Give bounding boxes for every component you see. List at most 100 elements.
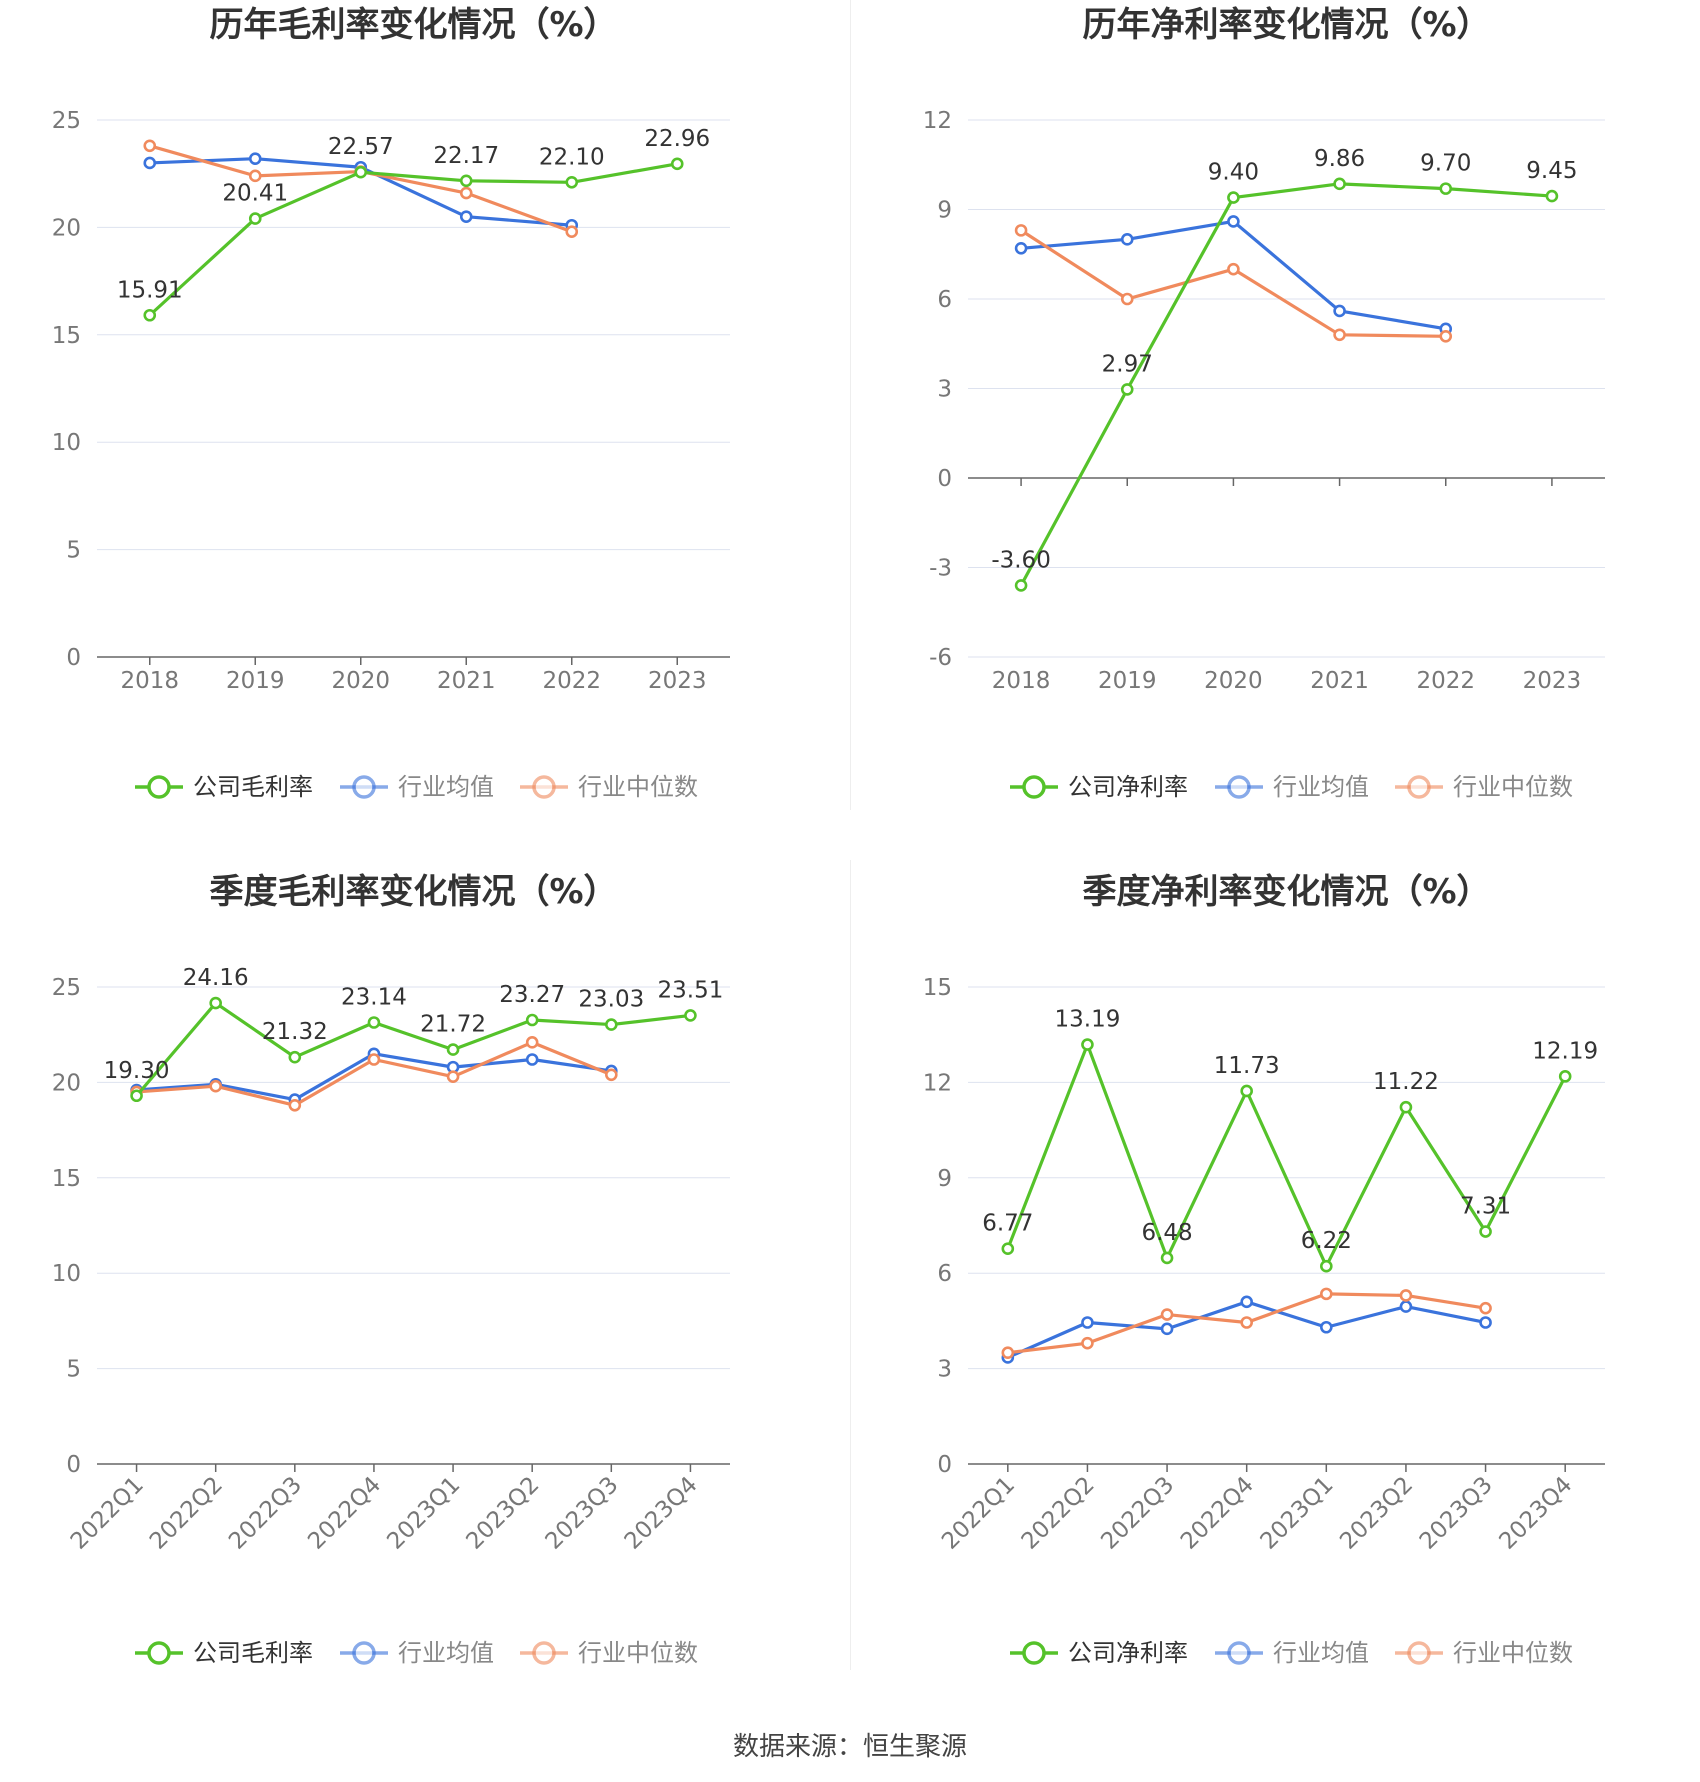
data-label: -3.60 (991, 547, 1051, 573)
legend-label-company: 公司净利率 (1068, 773, 1188, 801)
legend-marker-company (1022, 1641, 1046, 1665)
chart-panel-3: 季度毛利率变化情况（%） 0 5 10 15 20 25 2022Q12022Q22022Q3… (52, 872, 730, 1667)
x-tick-label: 2022 (1416, 668, 1475, 694)
x-tick-label: 2018 (120, 668, 179, 694)
data-label: 22.17 (433, 143, 499, 169)
data-label: 19.30 (104, 1058, 170, 1084)
data-label: 23.03 (578, 987, 644, 1013)
y-tick-label: 0 (66, 645, 81, 671)
data-point-industry_median (248, 169, 262, 183)
legend-marker-industry_median (1407, 1641, 1431, 1665)
x-tick-label: 2022Q3 (224, 1472, 307, 1555)
y-tick-label: 12 (923, 1070, 952, 1096)
data-point-industry_median (1081, 1336, 1094, 1350)
legend-label-company: 公司毛利率 (193, 773, 313, 801)
data-point-industry_avg (525, 1053, 539, 1066)
data-point-company (684, 1009, 697, 1022)
data-point-industry_avg (1479, 1316, 1492, 1329)
data-point-industry_avg (143, 156, 157, 170)
data-point-industry_median (446, 1070, 460, 1083)
data-point-industry_median (1160, 1308, 1174, 1321)
x-tick-label: 2023Q2 (1335, 1472, 1418, 1555)
data-point-industry_avg (248, 152, 262, 165)
data-point-company (1545, 189, 1559, 203)
y-tick-label: 15 (52, 323, 81, 349)
data-point-industry_avg (1320, 1320, 1333, 1334)
legend-label-industry_median: 行业中位数 (1453, 1639, 1573, 1667)
data-point-industry_avg (1120, 233, 1134, 246)
data-point-company (670, 157, 684, 171)
data-point-company (1001, 1242, 1015, 1256)
y-tick-label: 3 (937, 377, 952, 403)
legend-label-industry_median: 行业中位数 (578, 773, 698, 801)
data-point-company (209, 996, 222, 1010)
data-point-industry_avg (1227, 215, 1240, 228)
legend-marker-industry_avg (1227, 1641, 1251, 1665)
data-point-industry_avg (1014, 241, 1028, 255)
legend-label-industry_median: 行业中位数 (578, 1639, 698, 1667)
legend-marker-industry_avg (352, 1641, 376, 1665)
x-tick-label: 2023Q1 (1256, 1472, 1339, 1555)
x-tick-label: 2023Q2 (461, 1472, 544, 1555)
x-tick-label: 2021 (437, 668, 496, 694)
data-point-industry_avg (1081, 1316, 1094, 1329)
x-tick-label: 2022Q1 (66, 1472, 149, 1555)
series-line-company (1006, 1042, 1567, 1268)
data-point-company (1227, 191, 1240, 204)
x-tick-label: 2023 (648, 668, 707, 694)
y-tick-label: 25 (52, 975, 81, 1001)
data-point-company (1081, 1038, 1094, 1051)
chart-title: 季度净利率变化情况（%） (1082, 872, 1490, 912)
x-tick-label: 2023Q3 (1415, 1472, 1498, 1555)
y-tick-label: -6 (929, 645, 952, 671)
series-line-company (148, 162, 678, 317)
legend-label-industry_avg: 行业均值 (1273, 773, 1369, 801)
y-tick-label: 25 (52, 108, 81, 134)
data-point-industry_avg (459, 210, 473, 223)
panel-divider-bottom (850, 860, 851, 1670)
data-label: 9.70 (1420, 151, 1471, 177)
data-label: 22.57 (328, 134, 394, 160)
chart-title: 历年净利率变化情况（%） (1082, 5, 1490, 45)
chart-title: 历年毛利率变化情况（%） (209, 5, 617, 45)
data-label: 22.96 (644, 126, 710, 152)
data-label: 6.22 (1301, 1228, 1352, 1254)
data-label: 21.32 (262, 1019, 328, 1045)
x-tick-label: 2022Q1 (937, 1472, 1020, 1555)
data-point-company (446, 1043, 460, 1056)
series-line-industry_median (1020, 229, 1446, 338)
series-line-company (1019, 182, 1553, 587)
data-label: 7.31 (1460, 1194, 1511, 1220)
data-point-industry_median (1333, 328, 1346, 342)
data-point-industry_median (1439, 329, 1453, 343)
data-point-industry_median (1320, 1287, 1333, 1301)
chart-panel-1: 历年毛利率变化情况（%） 0 5 10 15 20 25 2018 2019 2020 2021 20… (52, 5, 730, 801)
panel-divider-top (850, 0, 851, 810)
chart-panel-2: 历年净利率变化情况（%） -6 -3 0 3 6 9 12 2018 2019 2020 2021 20… (923, 5, 1605, 801)
legend-marker-industry_median (532, 1641, 556, 1665)
y-tick-label: 6 (937, 287, 952, 313)
data-point-company (1014, 579, 1028, 592)
legend-label-industry_avg: 行业均值 (398, 1639, 494, 1667)
data-point-company (288, 1050, 302, 1064)
legend-marker-industry_median (1407, 775, 1431, 799)
data-label: 22.10 (539, 144, 605, 170)
data-label: 6.48 (1141, 1220, 1192, 1246)
data-label: 15.91 (117, 277, 183, 303)
y-tick-label: 0 (66, 1452, 81, 1478)
legend-label-company: 公司毛利率 (193, 1639, 313, 1667)
y-tick-label: 12 (923, 108, 952, 134)
data-label: 11.22 (1373, 1069, 1439, 1095)
data-point-industry_avg (1240, 1295, 1253, 1309)
legend-label-industry_avg: 行业均值 (398, 773, 494, 801)
data-point-industry_median (367, 1053, 381, 1066)
data-point-industry_avg (1160, 1322, 1174, 1336)
data-point-industry_median (605, 1068, 618, 1082)
x-tick-label: 2018 (992, 668, 1051, 694)
data-label: 2.97 (1102, 351, 1153, 377)
data-point-company (143, 308, 157, 322)
legend-label-industry_median: 行业中位数 (1453, 773, 1573, 801)
x-tick-label: 2023 (1523, 668, 1582, 694)
data-point-industry_avg (1399, 1300, 1413, 1313)
data-point-industry_median (1120, 292, 1134, 306)
